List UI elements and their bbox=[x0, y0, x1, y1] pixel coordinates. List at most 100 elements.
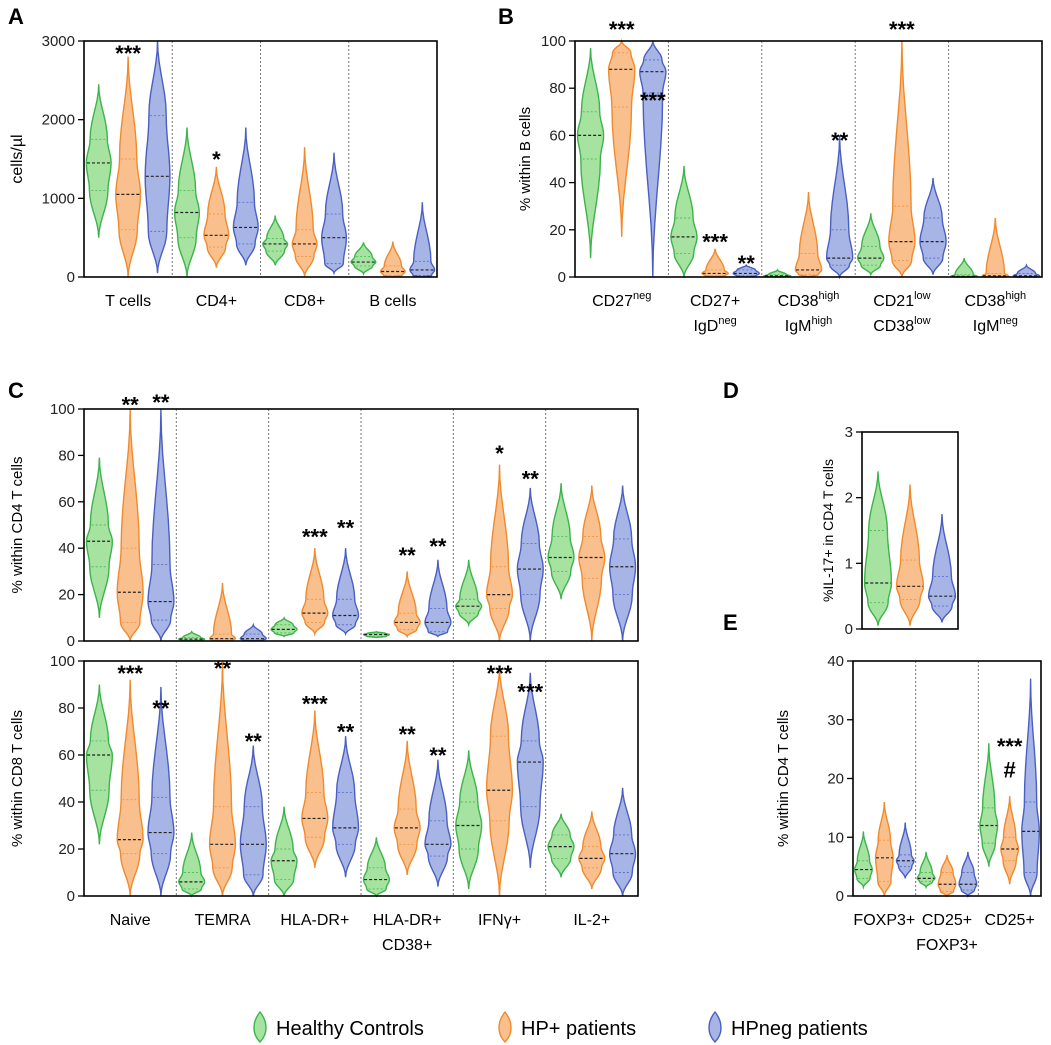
significance-marker: ** bbox=[429, 743, 447, 768]
violin-hp-patients bbox=[115, 56, 142, 278]
y-tick-label: 100 bbox=[50, 401, 75, 418]
violin-healthy-controls bbox=[670, 166, 698, 278]
violin-hpneg-patients bbox=[516, 672, 544, 868]
y-tick-label: 2000 bbox=[42, 112, 75, 129]
significance-marker: # bbox=[1004, 758, 1016, 783]
violin-healthy-controls bbox=[455, 559, 483, 628]
y-tick-label: 40 bbox=[549, 175, 566, 192]
y-tick-label: 20 bbox=[549, 222, 566, 239]
x-tick-label-line2: IgMneg bbox=[973, 315, 1018, 335]
panel-E: E % within CD4 T cells 0 10 20 30 40 ***# FOXP3+… bbox=[723, 610, 1042, 954]
violin-hp-patients bbox=[301, 710, 329, 868]
plot-frame bbox=[861, 431, 959, 630]
violin-hpneg-patients bbox=[516, 487, 544, 642]
panel-letter: C bbox=[8, 378, 24, 403]
significance-marker: *** bbox=[517, 680, 543, 705]
legend-swatch bbox=[708, 1010, 722, 1043]
x-tick-label: CD21low bbox=[873, 290, 930, 310]
x-tick-label: Naive bbox=[110, 912, 151, 929]
significance-marker: *** bbox=[302, 691, 328, 716]
violin-hpneg-patients bbox=[1021, 678, 1041, 897]
panel-D: D %IL-17+ in CD4 T cells 0 1 2 3 bbox=[723, 378, 959, 638]
violin-hp-patients bbox=[203, 166, 230, 268]
significance-marker: ** bbox=[399, 543, 417, 568]
y-tick-label: 20 bbox=[827, 771, 844, 788]
violin-hpneg-patients bbox=[958, 851, 978, 898]
y-tick-label: 2 bbox=[845, 490, 853, 507]
violin-hpneg-patients bbox=[608, 787, 637, 897]
significance-marker: ** bbox=[831, 128, 849, 153]
x-tick-label: HLA-DR+ bbox=[280, 912, 349, 929]
x-tick-label-line2: CD38+ bbox=[382, 937, 432, 954]
violin-healthy-controls bbox=[362, 837, 391, 898]
violin-hp-patients bbox=[874, 801, 894, 897]
y-axis-label: cells/µl bbox=[9, 134, 26, 183]
significance-marker: *** bbox=[997, 734, 1023, 759]
violin-healthy-controls bbox=[853, 831, 873, 890]
plot-frame bbox=[83, 660, 639, 897]
violin-hpneg-patients bbox=[825, 135, 854, 280]
panel-letter: D bbox=[723, 378, 739, 403]
x-tick-label-line2: IgMhigh bbox=[785, 315, 832, 335]
violin-healthy-controls bbox=[979, 743, 999, 867]
panel-letter: E bbox=[723, 610, 738, 635]
y-tick-label: 100 bbox=[541, 33, 566, 50]
violin-hp-patients bbox=[578, 811, 606, 890]
violin-hpneg-patients bbox=[608, 485, 637, 642]
violin-hp-patients bbox=[895, 484, 925, 626]
y-tick-label: 80 bbox=[58, 447, 75, 464]
significance-marker: *** bbox=[117, 661, 143, 686]
violin-hp-patients bbox=[937, 854, 957, 898]
y-tick-label: 3000 bbox=[42, 33, 75, 50]
violin-healthy-controls bbox=[85, 84, 112, 238]
y-tick-label: 1 bbox=[845, 555, 853, 572]
violin-hpneg-patients bbox=[424, 559, 452, 638]
violin-hpneg-patients bbox=[927, 514, 957, 623]
significance-marker: *** bbox=[487, 661, 513, 686]
y-tick-label: 0 bbox=[845, 621, 853, 638]
y-tick-label: 0 bbox=[67, 888, 75, 905]
violin-healthy-controls bbox=[85, 684, 114, 845]
y-axis-label: % within CD8 T cells bbox=[9, 710, 26, 847]
violin-hpneg-patients bbox=[232, 127, 259, 266]
significance-marker: ** bbox=[337, 720, 355, 745]
significance-marker: ** bbox=[214, 656, 232, 681]
violin-hpneg-patients bbox=[147, 408, 175, 642]
violin-hpneg-patients bbox=[239, 622, 267, 642]
y-tick-label: 60 bbox=[58, 747, 75, 764]
significance-marker: ** bbox=[152, 390, 170, 415]
significance-marker: ** bbox=[429, 534, 447, 559]
violin-hp-patients bbox=[393, 571, 421, 639]
violin-hp-patients bbox=[116, 408, 144, 642]
violin-hp-patients bbox=[1000, 796, 1020, 885]
violin-hp-patients bbox=[485, 665, 514, 897]
significance-marker: ** bbox=[337, 515, 355, 540]
violin-healthy-controls bbox=[547, 813, 575, 878]
x-tick-label: CD25+ bbox=[922, 912, 972, 929]
violin-hpneg-patients bbox=[409, 202, 436, 278]
significance-marker: ** bbox=[152, 696, 170, 721]
significance-marker: ** bbox=[738, 251, 756, 276]
legend-swatch bbox=[253, 1010, 267, 1043]
significance-marker: *** bbox=[302, 525, 328, 550]
y-tick-label: 40 bbox=[827, 653, 844, 670]
violin-hp-patients bbox=[578, 485, 606, 642]
x-tick-label-line2: CD38low bbox=[873, 315, 930, 335]
y-axis-label: %IL-17+ in CD4 T cells bbox=[820, 459, 836, 602]
plot-frame bbox=[574, 40, 1043, 278]
legend-label: Healthy Controls bbox=[276, 1018, 424, 1040]
violin-hp-patients bbox=[208, 660, 237, 897]
violin-healthy-controls bbox=[949, 257, 979, 278]
x-tick-label: TEMRA bbox=[195, 912, 251, 929]
violin-hp-patients bbox=[116, 679, 144, 897]
violin-hpneg-patients bbox=[147, 686, 175, 897]
y-tick-label: 0 bbox=[67, 633, 75, 650]
legend-label: HP+ patients bbox=[521, 1018, 636, 1040]
x-tick-label: T cells bbox=[105, 293, 151, 310]
legend: Healthy Controls HP+ patients HPneg patien… bbox=[253, 1010, 868, 1043]
y-tick-label: 0 bbox=[836, 888, 844, 905]
x-tick-label: CD8+ bbox=[284, 293, 325, 310]
